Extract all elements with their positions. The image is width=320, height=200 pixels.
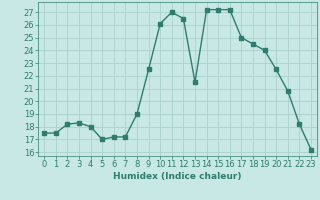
X-axis label: Humidex (Indice chaleur): Humidex (Indice chaleur): [113, 172, 242, 181]
